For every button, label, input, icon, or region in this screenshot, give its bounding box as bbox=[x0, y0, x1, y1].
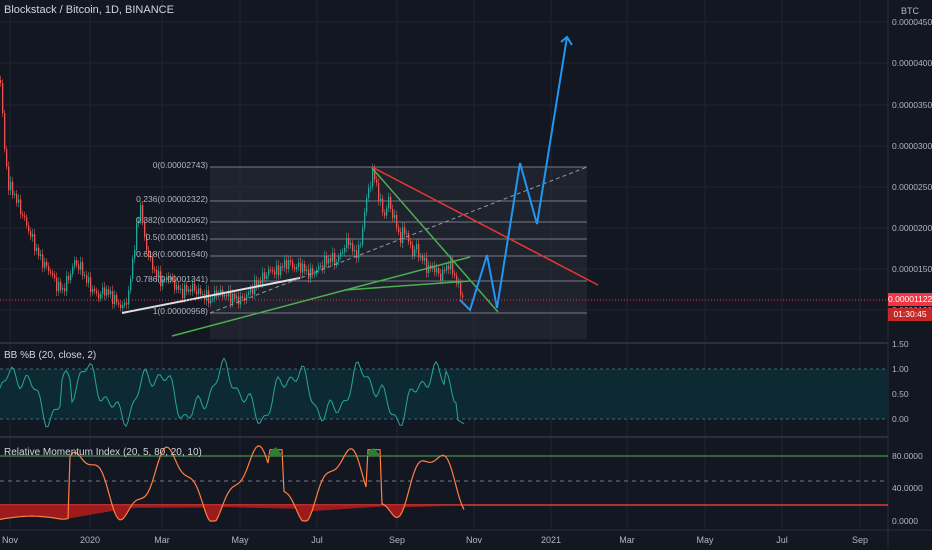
bb-tick-label: 0.50 bbox=[892, 389, 909, 399]
fib-level-label: 0(0.00002743) bbox=[152, 160, 208, 170]
time-label: Jul bbox=[311, 535, 323, 545]
fib-level-label: 0.5(0.00001851) bbox=[145, 232, 208, 242]
bb-tick-label: 0.00 bbox=[892, 414, 909, 424]
time-label: May bbox=[696, 535, 714, 545]
time-label: Nov bbox=[466, 535, 483, 545]
rmi-tick-label: 80.0000 bbox=[892, 451, 923, 461]
rmi-overbought-fill-1 bbox=[268, 447, 283, 456]
fib-retracement[interactable] bbox=[210, 166, 587, 339]
support-line-white[interactable] bbox=[121, 277, 301, 314]
time-label: Nov bbox=[2, 535, 19, 545]
fib-level-label: 0.382(0.00002062) bbox=[136, 215, 208, 225]
time-label: 2021 bbox=[541, 535, 561, 545]
trend-line-green-flat[interactable] bbox=[344, 280, 471, 291]
fib-level-label: 1(0.00000958) bbox=[152, 306, 208, 316]
time-label: Sep bbox=[852, 535, 868, 545]
price-tick-label: 0.00001500 bbox=[892, 264, 932, 274]
time-axis[interactable]: Nov 2020 Mar May Jul Sep Nov 2021 Mar May Jul Sep bbox=[2, 535, 868, 545]
rmi-panel-title[interactable]: Relative Momentum Index (20, 5, 80, 20, … bbox=[4, 447, 202, 458]
bb-band-fill bbox=[0, 369, 888, 419]
price-candles bbox=[0, 75, 464, 312]
bb-panel-title[interactable]: BB %B (20, close, 2) bbox=[4, 350, 97, 361]
fib-diagonal bbox=[209, 166, 588, 314]
current-price-tag: 0.00001122 bbox=[888, 293, 932, 306]
time-label: May bbox=[231, 535, 249, 545]
rmi-overbought-fill-2 bbox=[366, 448, 381, 456]
rmi-axis[interactable]: 80.0000 40.0000 0.0000 bbox=[892, 451, 923, 526]
time-label: 2020 bbox=[80, 535, 100, 545]
rmi-panel[interactable] bbox=[0, 445, 888, 522]
projection-path[interactable] bbox=[459, 36, 568, 312]
drawings[interactable] bbox=[121, 35, 599, 337]
currency-label: BTC bbox=[901, 6, 919, 16]
fib-box bbox=[210, 167, 587, 339]
bb-tick-label: 1.00 bbox=[892, 364, 909, 374]
time-label: Sep bbox=[389, 535, 405, 545]
rmi-line bbox=[0, 445, 465, 522]
time-label: Mar bbox=[154, 535, 170, 545]
bb-percent-line bbox=[0, 357, 465, 428]
fib-level-label: 0.786(0.00001341) bbox=[136, 274, 208, 284]
rmi-tick-label: 0.0000 bbox=[892, 516, 918, 526]
symbol-title[interactable]: Blockstack / Bitcoin, 1D, BINANCE bbox=[4, 4, 174, 16]
rmi-oversold-fill bbox=[0, 505, 464, 521]
fib-level-label: 0.618(0.00001640) bbox=[136, 249, 208, 259]
time-label: Jul bbox=[776, 535, 788, 545]
fib-lines bbox=[210, 166, 587, 314]
fib-level-label: 0.236(0.00002322) bbox=[136, 194, 208, 204]
countdown-tag: 01:30:45 bbox=[888, 308, 932, 321]
projection-arrowhead bbox=[560, 35, 573, 46]
bb-axis[interactable]: 1.50 1.00 0.50 0.00 bbox=[892, 339, 909, 424]
time-label: Mar bbox=[619, 535, 635, 545]
trend-line-red[interactable] bbox=[371, 166, 599, 286]
bb-panel[interactable] bbox=[0, 357, 888, 428]
rmi-tick-label: 40.0000 bbox=[892, 483, 923, 493]
trend-line-green-lower[interactable] bbox=[171, 256, 471, 337]
bb-tick-label: 1.50 bbox=[892, 339, 909, 349]
